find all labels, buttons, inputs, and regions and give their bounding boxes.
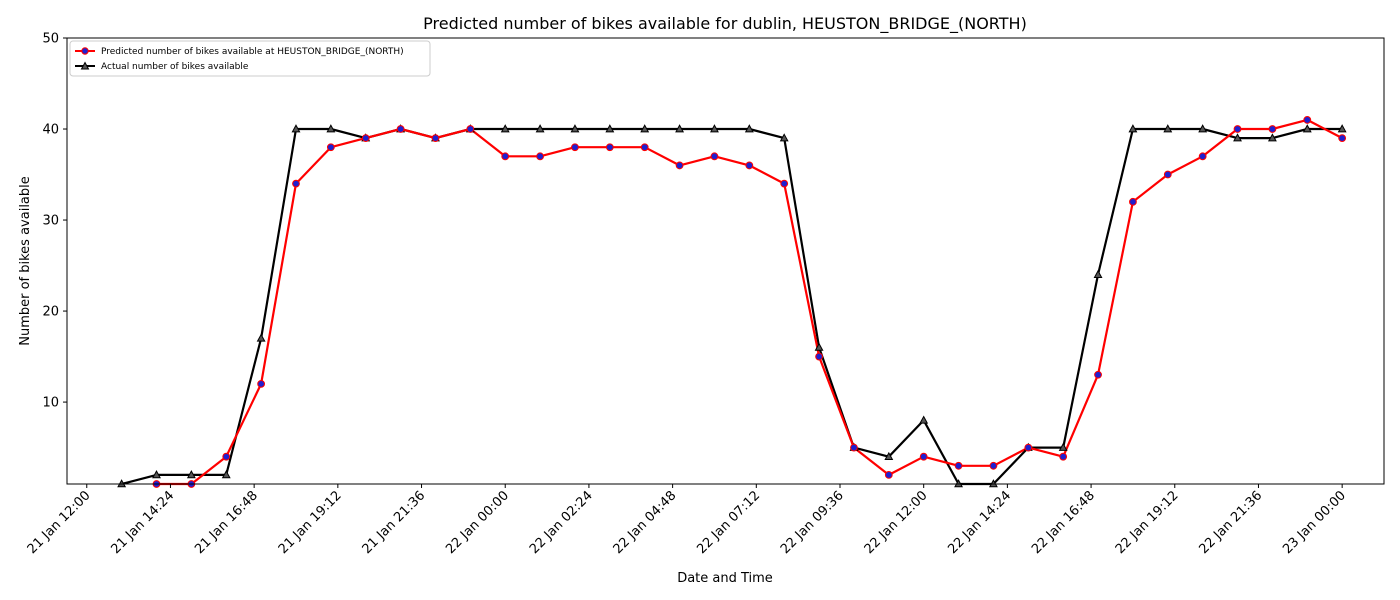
actual-point xyxy=(814,342,824,351)
actual-point xyxy=(1267,133,1277,142)
actual-point xyxy=(1058,442,1068,451)
actual-point xyxy=(744,124,754,133)
actual-point xyxy=(1198,124,1208,133)
predicted-point xyxy=(1163,170,1172,179)
predicted-point xyxy=(675,161,684,170)
legend-predicted-marker xyxy=(81,47,89,55)
predicted-point xyxy=(326,143,335,152)
actual-point xyxy=(779,133,789,142)
predicted-point xyxy=(292,179,300,188)
actual-point xyxy=(500,124,510,133)
plot-area xyxy=(117,116,1347,488)
predicted-point xyxy=(1129,197,1137,206)
predicted-point xyxy=(1268,125,1277,133)
legend-actual-label: Actual number of bikes available xyxy=(101,62,249,72)
predicted-point xyxy=(884,470,893,479)
actual-point xyxy=(1128,124,1138,133)
predicted-point xyxy=(396,125,405,133)
predicted-point xyxy=(919,452,928,461)
actual-point xyxy=(221,470,231,479)
legend-actual-marker xyxy=(80,61,90,70)
legend: Predicted number of bikes available at H… xyxy=(69,40,431,77)
actual-point xyxy=(1233,133,1242,142)
y-axis: 10 20 30 40 50 xyxy=(42,32,67,411)
y-tick-label: 50 xyxy=(42,32,59,47)
predicted-point xyxy=(361,134,370,143)
predicted-point xyxy=(780,179,789,188)
predicted-point xyxy=(640,143,649,152)
predicted-point xyxy=(466,125,475,133)
predicted-point xyxy=(222,452,231,461)
actual-point xyxy=(1093,269,1103,278)
predicted-point xyxy=(1233,125,1242,133)
x-axis-title: Date and Time xyxy=(677,571,773,586)
actual-point xyxy=(640,124,650,133)
actual-point xyxy=(186,470,196,479)
predicted-point xyxy=(850,443,858,452)
predicted-point xyxy=(989,461,998,470)
predicted-point xyxy=(1059,452,1068,461)
plot-frame xyxy=(66,37,1385,485)
predicted-point xyxy=(257,379,266,388)
chart-title: Predicted number of bikes available for … xyxy=(423,14,1027,34)
predicted-point xyxy=(1024,443,1033,452)
actual-point xyxy=(675,124,685,133)
predicted-point xyxy=(571,143,579,152)
predicted-point xyxy=(501,152,510,161)
predicted-point xyxy=(536,152,544,161)
actual-point xyxy=(152,470,161,479)
series-line-actual xyxy=(121,127,1343,486)
legend-predicted-label: Predicted number of bikes available at H… xyxy=(101,47,404,57)
actual-point xyxy=(1337,124,1347,133)
y-axis-title: Number of bikes available xyxy=(18,176,33,346)
actual-point xyxy=(710,124,719,133)
predicted-point xyxy=(1338,134,1347,143)
predicted-point xyxy=(431,134,440,143)
predicted-point xyxy=(710,152,719,161)
y-tick-label: 20 xyxy=(42,305,59,320)
predicted-point xyxy=(815,352,823,361)
actual-point xyxy=(326,124,336,133)
actual-point xyxy=(1302,124,1312,133)
series-markers xyxy=(117,116,1347,488)
predicted-point xyxy=(605,143,614,152)
actual-point xyxy=(919,415,929,424)
predicted-point xyxy=(745,161,754,170)
actual-point xyxy=(291,124,301,133)
y-tick-label: 10 xyxy=(42,396,59,411)
legend-box xyxy=(69,40,431,77)
predicted-point xyxy=(1198,152,1207,161)
actual-point xyxy=(1163,124,1173,133)
y-tick-label: 30 xyxy=(42,214,59,229)
actual-point xyxy=(256,333,266,342)
predicted-point xyxy=(1303,116,1312,124)
actual-point xyxy=(570,124,580,133)
actual-point xyxy=(605,124,615,133)
actual-point xyxy=(884,451,894,460)
y-tick-label: 40 xyxy=(42,123,59,138)
actual-point xyxy=(535,124,545,133)
predicted-point xyxy=(1094,370,1102,379)
predicted-point xyxy=(954,461,963,470)
